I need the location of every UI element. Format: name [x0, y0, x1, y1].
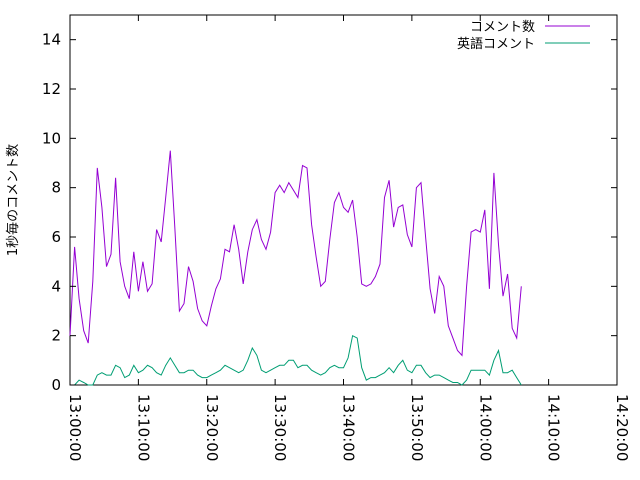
- x-tick-label: 14:00:00: [476, 394, 494, 461]
- y-axis-label: 1秒毎のコメント数: [5, 144, 21, 256]
- legend-label: コメント数: [470, 20, 535, 35]
- y-tick-label: 0: [51, 376, 61, 394]
- x-tick-label: 13:40:00: [340, 394, 358, 461]
- y-tick-label: 2: [51, 327, 61, 345]
- y-tick-label: 4: [51, 277, 61, 295]
- x-tick-label: 13:50:00: [408, 394, 426, 461]
- y-tick-label: 12: [42, 80, 61, 98]
- x-tick-label: 14:20:00: [613, 394, 631, 461]
- series-line: [70, 334, 522, 386]
- plot-frame: [69, 14, 618, 386]
- x-tick-label: 13:00:00: [66, 394, 84, 461]
- y-tick-label: 6: [51, 228, 61, 246]
- y-tick-label: 10: [42, 129, 61, 147]
- series-line: [69, 150, 522, 357]
- y-tick-label: 14: [42, 31, 61, 49]
- y-tick-label: 8: [51, 179, 61, 197]
- x-tick-label: 13:20:00: [203, 394, 221, 461]
- legend-label: 英語コメント: [457, 36, 535, 52]
- x-tick-label: 13:30:00: [271, 394, 289, 461]
- x-tick-label: 13:10:00: [134, 394, 152, 461]
- x-tick-label: 14:10:00: [545, 394, 563, 461]
